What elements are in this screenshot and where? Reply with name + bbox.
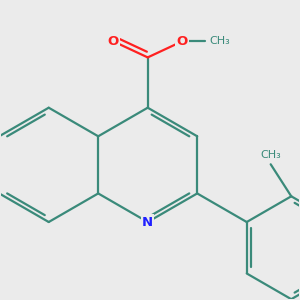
Text: N: N (142, 215, 153, 229)
Text: CH₃: CH₃ (209, 36, 230, 46)
Text: CH₃: CH₃ (260, 150, 281, 160)
Text: O: O (176, 35, 188, 48)
Text: O: O (108, 35, 119, 48)
